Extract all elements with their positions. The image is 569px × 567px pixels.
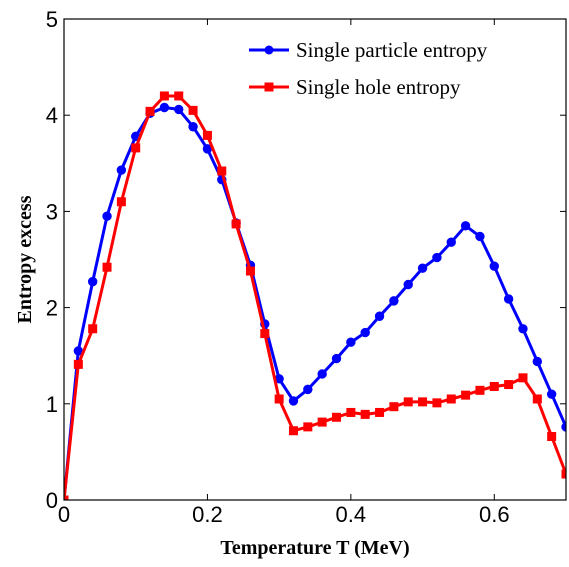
data-point — [188, 105, 198, 115]
x-tick-label: 0.6 — [479, 502, 510, 527]
data-point — [116, 165, 127, 175]
y-axis-title: Entropy excess — [14, 195, 36, 323]
legend-marker — [264, 82, 274, 92]
data-point — [546, 389, 557, 399]
data-point — [403, 397, 413, 407]
data-point — [532, 394, 542, 404]
data-point — [231, 219, 241, 229]
data-point — [288, 426, 298, 436]
data-point — [460, 221, 471, 231]
axis-ticks: 0 0.2 0.4 0.6 0 1 2 3 4 5 — [46, 7, 566, 527]
data-point — [504, 380, 514, 390]
data-point — [475, 231, 485, 242]
data-point — [561, 469, 566, 479]
y-tick-label: 5 — [46, 7, 58, 32]
data-point — [403, 279, 413, 290]
plot-frame — [63, 18, 567, 501]
data-point — [217, 166, 227, 176]
data-point — [374, 311, 385, 321]
data-point — [102, 211, 112, 221]
data-point — [389, 296, 399, 306]
data-point — [331, 353, 342, 364]
data-point — [88, 324, 98, 334]
data-point — [446, 394, 456, 404]
data-point — [131, 143, 141, 153]
data-point — [188, 122, 198, 132]
data-point — [174, 91, 184, 101]
data-point — [303, 422, 313, 432]
y-tick-label: 1 — [46, 392, 58, 417]
data-point — [159, 102, 170, 113]
data-point — [489, 261, 499, 271]
data-point — [518, 324, 528, 334]
legend: Single particle entropy Single hole entro… — [249, 38, 488, 99]
data-point — [346, 337, 356, 347]
data-point — [518, 373, 528, 383]
y-tick-label: 3 — [46, 199, 58, 224]
data-point — [102, 262, 112, 272]
data-point — [489, 381, 499, 391]
data-point — [317, 369, 327, 379]
y-tick-label: 0 — [46, 488, 58, 513]
data-point — [360, 327, 370, 338]
x-tick-label: 0.4 — [336, 502, 367, 527]
data-point — [389, 402, 399, 412]
y-tick-label: 4 — [46, 103, 58, 128]
data-point — [174, 104, 184, 115]
data-point — [417, 263, 428, 273]
data-point — [532, 356, 543, 367]
x-tick-label: 0 — [58, 502, 70, 527]
data-point — [87, 276, 98, 287]
data-point — [360, 409, 370, 419]
data-point — [288, 396, 299, 406]
series-layer — [64, 91, 566, 500]
data-point — [274, 394, 284, 404]
data-point — [461, 390, 471, 400]
data-point — [432, 398, 442, 408]
data-point — [418, 397, 428, 407]
data-point — [332, 412, 342, 422]
data-point — [260, 329, 270, 339]
plot-area — [64, 19, 566, 500]
data-point — [116, 197, 126, 207]
data-point — [317, 417, 327, 427]
data-point — [303, 384, 313, 395]
data-point — [446, 237, 456, 247]
x-tick-label: 0.2 — [192, 502, 223, 527]
data-point — [159, 91, 169, 101]
x-axis-title: Temperature T (MeV) — [220, 537, 409, 559]
data-point — [375, 407, 385, 417]
legend-marker — [264, 45, 274, 55]
data-point — [245, 266, 255, 276]
y-tick-label: 2 — [46, 296, 58, 321]
data-point — [547, 432, 557, 442]
data-point — [64, 495, 69, 500]
data-point — [202, 130, 212, 140]
data-point — [346, 407, 356, 417]
data-point — [73, 359, 83, 369]
data-point — [145, 106, 155, 116]
legend-label: Single particle entropy — [296, 38, 488, 62]
data-point — [503, 294, 514, 304]
series-single-hole — [64, 91, 566, 500]
data-point — [475, 385, 485, 395]
data-point — [432, 252, 442, 263]
legend-label: Single hole entropy — [296, 75, 461, 99]
